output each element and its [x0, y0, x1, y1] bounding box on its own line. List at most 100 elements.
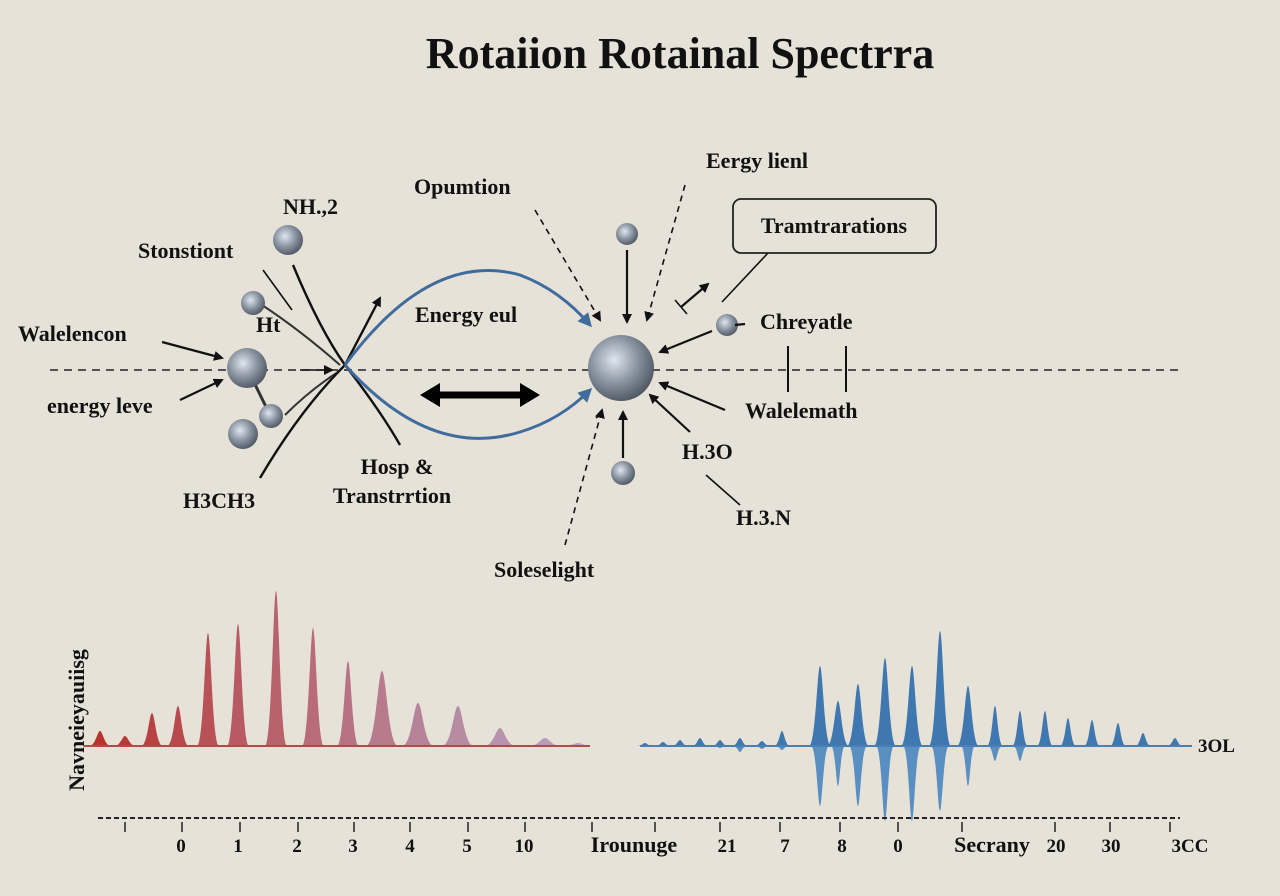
blue-spectrum-peak-up — [1084, 720, 1100, 746]
x-axis-tick-label: 10 — [515, 836, 534, 857]
x-axis-tick-label: 1 — [233, 836, 243, 857]
double-arrow-icon — [420, 383, 540, 407]
red-spectrum-peak — [302, 628, 324, 746]
label-ht: Ht — [256, 312, 281, 337]
blue-spectrum-peak-up — [1012, 711, 1028, 746]
central-atom-sphere — [588, 335, 654, 401]
label-stonstiont: Stonstiont — [138, 238, 234, 263]
label-energy-eul: Energy eul — [415, 302, 517, 327]
x-axis-tick-label: 3 — [348, 836, 358, 857]
blue-spectrum-peak-up — [1135, 733, 1151, 746]
red-spectrum-peak — [484, 728, 516, 746]
blue-spectrum-peak-up — [712, 740, 728, 746]
x-axis-tick-label: 3CC — [1172, 836, 1209, 857]
blue-spectrum-peak-up — [732, 738, 748, 746]
blue-spectrum-peak-down — [961, 746, 975, 786]
label-walelencon: Walelencon — [18, 321, 127, 346]
label-soleselight: Soleselight — [494, 557, 595, 582]
central-molecule — [534, 184, 847, 546]
atom-sphere — [273, 225, 303, 255]
blue-spectrum-peak-up — [774, 731, 790, 746]
x-axis-tick-label: 2 — [292, 836, 302, 857]
red-spectrum-peak — [227, 624, 249, 746]
blue-spectrum-peak-up — [809, 666, 831, 746]
x-axis-tick-label: 20 — [1047, 836, 1066, 857]
x-axis-tick-label: 21 — [718, 836, 737, 857]
atom-sphere — [259, 404, 283, 428]
blue-spectrum-peak-down — [1013, 746, 1027, 761]
blue-spectrum-peak-down — [849, 746, 867, 806]
label-h3o: H.3O — [682, 439, 733, 464]
left-molecule — [227, 225, 341, 449]
red-spectrum — [89, 591, 594, 746]
red-spectrum-peak — [141, 713, 163, 746]
blue-spectrum-peak-up — [901, 666, 923, 746]
red-spectrum-peak — [529, 738, 561, 746]
atom-sphere — [227, 348, 267, 388]
blue-spectrum-peak-up — [987, 706, 1003, 746]
spectrum-y-axis-label: Navneieyauiisg — [64, 649, 89, 791]
crossing-lines — [258, 264, 402, 479]
x-axis-tick-label: 7 — [780, 836, 790, 857]
red-spectrum-peak — [442, 706, 474, 746]
blue-spectrum-peak-up — [672, 740, 688, 746]
label-energy-leve: energy leve — [47, 393, 153, 418]
label-transtrrtion: Transtrrtion — [333, 483, 451, 508]
x-axis-tick-label: 30 — [1102, 836, 1121, 857]
label-opumtion: Opumtion — [414, 174, 511, 199]
x-axis-tick-label: 4 — [405, 836, 415, 857]
blue-spectrum-peak-down — [931, 746, 949, 811]
red-spectrum-peak — [114, 736, 136, 746]
red-spectrum-peak — [197, 633, 219, 746]
blue-spectrum-peak-down — [988, 746, 1002, 761]
x-axis-tick-label: 0 — [893, 836, 903, 857]
tramtrarations-callout-box — [732, 198, 937, 254]
blue-spectrum-peak-down — [831, 746, 845, 786]
x-axis-tick-label: Irounuge — [591, 832, 678, 857]
blue-spectrum-peak-up — [1167, 738, 1183, 746]
label-chreyatle: Chreyatle — [760, 309, 853, 334]
blue-spectrum-peak-up — [692, 738, 708, 746]
blue-transition-curves — [343, 269, 593, 440]
x-axis-tick-label: 8 — [837, 836, 847, 857]
blue-spectrum-peak-down — [811, 746, 829, 806]
label-h3n: H.3.N — [736, 505, 791, 530]
blue-spectrum-peak-down — [876, 746, 894, 821]
atom-sphere — [241, 291, 265, 315]
atom-sphere — [716, 314, 738, 336]
blue-spectrum-peak-up — [874, 658, 896, 746]
x-axis-tick-label: 5 — [462, 836, 472, 857]
arrow-icon — [161, 340, 224, 361]
x-axis-tick-label: 0 — [176, 836, 186, 857]
red-spectrum-peak — [265, 591, 287, 746]
blue-spectrum-peak-up — [1060, 718, 1076, 746]
label-nh2: NH.,2 — [283, 194, 338, 219]
label-h3ch3: H3CH3 — [183, 488, 255, 513]
red-spectrum-peak — [366, 671, 398, 746]
atom-sphere — [611, 461, 635, 485]
red-spectrum-peak — [337, 661, 359, 746]
blue-spectrum-peak-up — [929, 631, 951, 746]
label-tramtrarations: Tramtrarations — [761, 213, 908, 238]
blue-spectrum-peak-up — [827, 701, 849, 746]
blue-spectrum-peak-up — [847, 684, 869, 746]
blue-spectrum-peak-down — [733, 746, 747, 752]
label-hosp: Hosp & — [361, 454, 434, 479]
blue-spectrum-peak-up — [957, 686, 979, 746]
blue-spectrum-peak-up — [754, 741, 770, 746]
red-spectrum-peak — [402, 703, 434, 746]
spectrum-right-label: 3OL — [1198, 736, 1235, 757]
red-spectrum-peak — [167, 706, 189, 746]
label-energy-lienl: Eergy lienl — [706, 148, 808, 173]
blue-spectrum-peak-up — [1110, 723, 1126, 746]
blue-spectrum-peak-up — [1037, 711, 1053, 746]
diagram-title: Rotaiion Rotainal Spectrra — [426, 29, 934, 78]
atom-sphere — [228, 419, 258, 449]
x-axis-ticks: 0 1 2 3 4 5 10 Irounuge 21 7 8 0 Secrany 20 30 3CC — [124, 822, 1209, 857]
blue-spectrum-peak-down — [903, 746, 921, 821]
atom-sphere — [616, 223, 638, 245]
red-spectrum-peak — [89, 731, 111, 746]
x-axis-tick-label: Secrany — [954, 832, 1030, 857]
